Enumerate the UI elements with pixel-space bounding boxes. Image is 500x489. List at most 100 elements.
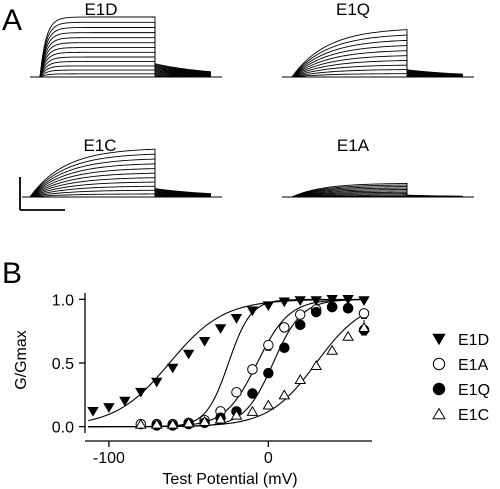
data-point <box>119 396 131 407</box>
data-point <box>342 303 354 314</box>
x-tick-label: -100 <box>93 450 125 467</box>
current-trace <box>30 32 212 78</box>
fit-curves <box>88 298 368 428</box>
current-traces-e1c <box>22 148 222 198</box>
current-trace <box>22 172 212 198</box>
data-point <box>182 349 195 360</box>
panel-a-letter: A <box>2 4 22 37</box>
data-point <box>279 342 290 353</box>
x-tick-label: 0 <box>264 450 273 467</box>
data-point <box>230 314 243 324</box>
current-trace <box>30 51 212 78</box>
y-tick-label: 0.5 <box>52 356 74 373</box>
current-trace <box>282 45 464 78</box>
data-point <box>182 417 195 428</box>
recording-e1q: E1Q <box>282 0 474 78</box>
data-point <box>326 344 339 355</box>
current-trace <box>282 60 464 78</box>
current-trace <box>22 153 212 198</box>
current-trace <box>30 42 212 78</box>
series-e1d <box>87 294 370 417</box>
data-point <box>294 296 306 306</box>
axes: 0.0 0.5 1.0 -100 0 <box>52 292 372 467</box>
data-point <box>262 301 275 312</box>
y-tick-label: 1.0 <box>52 292 74 309</box>
data-point <box>295 309 306 320</box>
recording-label-e1c: E1C <box>83 136 116 155</box>
data-point <box>358 321 370 332</box>
y-tick-label: 0.0 <box>52 420 74 437</box>
data-point <box>310 296 322 306</box>
data-point <box>247 364 258 375</box>
data-point <box>310 306 322 318</box>
current-trace <box>22 168 212 198</box>
data-points <box>87 294 370 431</box>
data-point <box>103 403 115 413</box>
current-traces-e1d <box>30 16 222 78</box>
data-point <box>342 294 354 305</box>
current-trace <box>282 34 464 78</box>
x-axis-label: Test Potential (mV) <box>162 471 297 488</box>
data-point <box>263 339 274 351</box>
legend-label: E1A <box>458 357 489 374</box>
legend-marker <box>432 333 446 346</box>
legend-label: E1C <box>458 407 489 424</box>
data-point <box>166 418 179 429</box>
current-trace <box>22 189 212 198</box>
data-point <box>342 330 354 341</box>
current-trace <box>282 29 464 78</box>
current-trace <box>30 21 212 78</box>
current-trace <box>282 39 464 78</box>
data-point <box>326 301 338 313</box>
current-trace <box>30 61 212 78</box>
legend-marker <box>432 407 446 420</box>
data-point <box>166 363 179 374</box>
recording-e1c: E1C <box>22 136 222 198</box>
data-point <box>246 306 259 317</box>
data-point <box>247 388 258 399</box>
data-point <box>358 296 370 306</box>
current-trace <box>282 64 464 78</box>
data-point <box>310 360 323 371</box>
data-point <box>263 367 274 379</box>
series-e1c <box>134 319 370 429</box>
data-point <box>326 294 338 305</box>
current-trace <box>30 37 212 78</box>
data-point <box>135 387 147 398</box>
recording-e1a: E1A <box>282 136 474 198</box>
current-trace <box>30 73 212 78</box>
current-trace <box>282 73 464 78</box>
legend-marker <box>432 357 446 371</box>
scale-bar <box>19 177 65 211</box>
data-point <box>134 418 147 429</box>
current-trace <box>22 193 212 198</box>
current-trace <box>282 69 464 78</box>
current-trace <box>30 56 212 78</box>
legend-label: E1D <box>458 332 489 349</box>
panel-b-letter: B <box>2 257 22 290</box>
panel-a: A E1D E1Q E1C E1A <box>2 0 474 211</box>
current-trace <box>22 185 212 198</box>
data-point <box>198 336 211 347</box>
current-trace <box>22 177 212 198</box>
current-trace <box>30 27 212 78</box>
current-traces-e1q <box>282 29 474 78</box>
data-point <box>198 416 211 427</box>
current-trace <box>30 69 212 78</box>
current-trace <box>282 183 464 198</box>
data-point <box>230 409 243 420</box>
panel-b: B 0.0 0.5 1.0 -100 0 E1D E1A E1Q E1C Test Poten… <box>2 257 490 488</box>
data-point <box>294 374 307 385</box>
recording-label-e1a: E1A <box>337 136 370 155</box>
data-point <box>262 399 275 410</box>
current-trace <box>30 47 212 78</box>
legend-marker <box>432 382 446 396</box>
data-point <box>279 322 290 333</box>
data-point <box>295 319 306 331</box>
data-point <box>214 324 227 334</box>
fit-curve <box>88 298 368 428</box>
legend-label: E1Q <box>458 382 490 399</box>
data-point <box>358 308 370 319</box>
data-point <box>151 377 163 388</box>
